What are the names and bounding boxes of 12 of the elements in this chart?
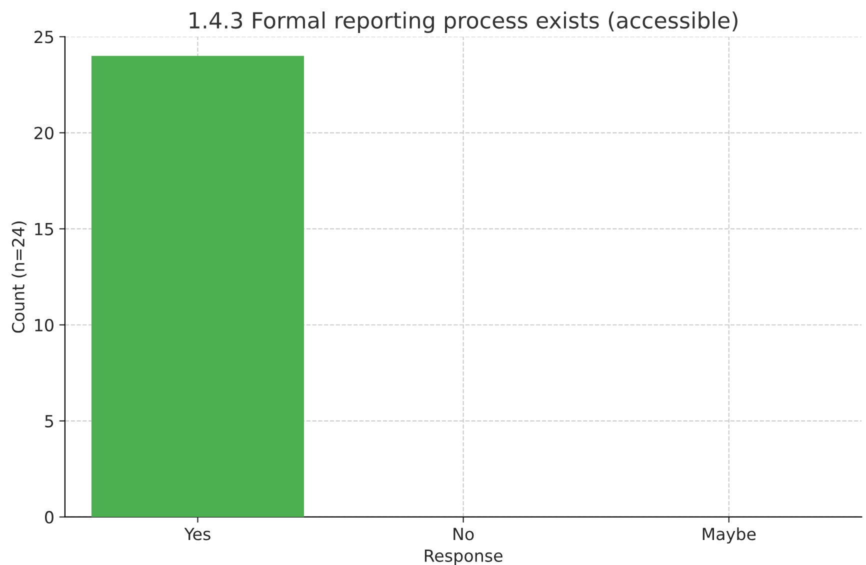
y-tick-label: 0 [45, 510, 54, 524]
x-axis-title: Response [424, 550, 502, 565]
x-tick-label: Maybe [702, 527, 756, 544]
chart-title: 1.4.3 Formal reporting process exists (accessible) [190, 12, 738, 34]
x-tick-label: No [454, 528, 474, 540]
y-tick-label: 20 [34, 126, 54, 140]
y-tick-label: 5 [45, 415, 54, 428]
y-axis-title: Count (n=24) [12, 222, 26, 333]
y-tick-label: 10 [35, 318, 54, 332]
y-tick-label: 15 [35, 223, 54, 236]
x-tick-label: Yes [184, 528, 210, 540]
y-tick-label: 25 [34, 30, 54, 44]
